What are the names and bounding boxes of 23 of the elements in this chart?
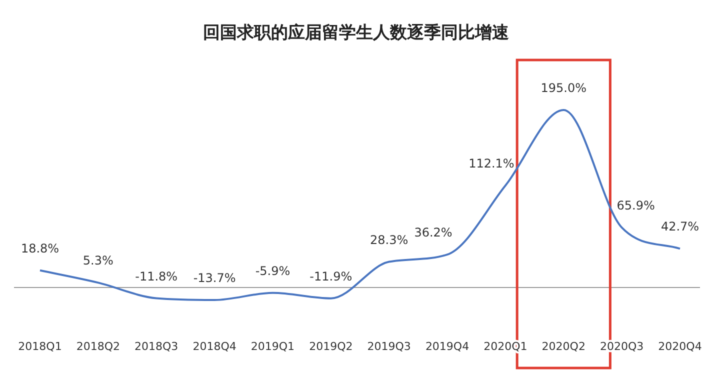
x-tick-label: 2018Q2 [76, 340, 120, 353]
data-label: 5.3% [82, 254, 114, 268]
chart-title: 回国求职的应届留学生人数逐季同比增速 [203, 23, 509, 43]
data-label: 28.3% [370, 232, 408, 247]
x-tick-label: 2019Q2 [309, 340, 353, 353]
data-label: -11.9% [310, 269, 352, 284]
data-label: 42.7% [660, 220, 700, 234]
x-tick-label: 2019Q3 [367, 340, 411, 353]
x-tick-label: 2020Q2 [542, 340, 586, 353]
data-label: 18.8% [20, 241, 60, 256]
data-label: 195.0% [540, 81, 587, 95]
data-label: 65.9% [616, 198, 655, 213]
x-tick-label: 2018Q3 [134, 340, 178, 353]
data-label: -13.7% [193, 271, 236, 285]
x-tick-label: 2019Q1 [250, 340, 295, 353]
data-label: -5.9% [255, 264, 290, 278]
data-label: 112.1% [468, 156, 514, 170]
data-label: -11.8% [135, 269, 178, 284]
x-tick-label: 2018Q4 [192, 340, 236, 353]
data-label: 36.2% [414, 226, 452, 240]
x-tick-label: 2019Q4 [425, 340, 470, 353]
x-tick-label: 2020Q4 [658, 340, 702, 353]
x-tick-label: 2018Q1 [18, 340, 62, 353]
